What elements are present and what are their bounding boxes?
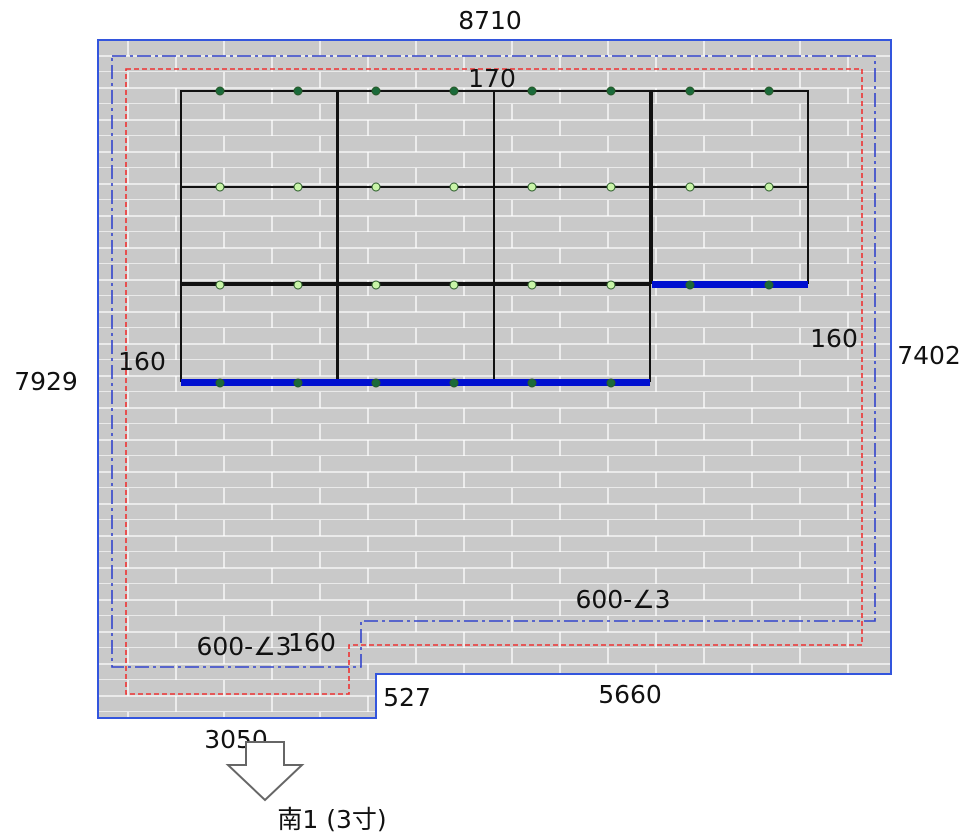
eave-left-label: 600-∠3 (196, 632, 291, 661)
solar-panel (493, 186, 651, 284)
mount-point (371, 86, 381, 96)
step-depth-label: 527 (383, 683, 431, 712)
mount-point (764, 86, 774, 96)
mount-point (293, 182, 303, 192)
top-width-label: 8710 (458, 6, 522, 35)
right-height-label: 7402 (897, 341, 961, 370)
mount-point (764, 182, 774, 192)
mount-point (685, 86, 695, 96)
left-height-label: 7929 (14, 367, 78, 396)
mount-point (449, 378, 459, 388)
mounting-rail (652, 281, 808, 288)
mount-point (527, 378, 537, 388)
mount-point (527, 86, 537, 96)
mount-point (764, 280, 774, 290)
bottom-right-width-label: 5660 (598, 680, 662, 709)
mount-point (527, 182, 537, 192)
mount-point (371, 280, 381, 290)
mount-point (293, 378, 303, 388)
mount-point (371, 378, 381, 388)
mount-point (371, 182, 381, 192)
mount-point (215, 280, 225, 290)
south-arrow-icon (225, 741, 305, 802)
mount-point (215, 86, 225, 96)
mount-point (685, 182, 695, 192)
mount-point (449, 86, 459, 96)
bottom-margin-label: 160 (288, 628, 336, 657)
direction-label: 南1 (3寸) (277, 805, 386, 834)
setback-dashdot-line (111, 55, 876, 668)
installation-boundary-line (125, 68, 863, 695)
mount-point (215, 182, 225, 192)
left-margin-label: 160 (118, 347, 166, 376)
mount-point (527, 280, 537, 290)
mount-point (293, 280, 303, 290)
top-margin-label: 170 (468, 64, 516, 93)
mount-point (293, 86, 303, 96)
mount-point (215, 378, 225, 388)
eave-right-label: 600-∠3 (575, 585, 670, 614)
mount-point (685, 280, 695, 290)
mount-point (449, 182, 459, 192)
right-margin-label: 160 (810, 324, 858, 353)
mount-point (449, 280, 459, 290)
mounting-rail (181, 379, 650, 386)
mount-point (606, 378, 616, 388)
solar-panel-array (180, 86, 809, 388)
mount-point (606, 86, 616, 96)
mount-point (606, 280, 616, 290)
mount-point (606, 182, 616, 192)
